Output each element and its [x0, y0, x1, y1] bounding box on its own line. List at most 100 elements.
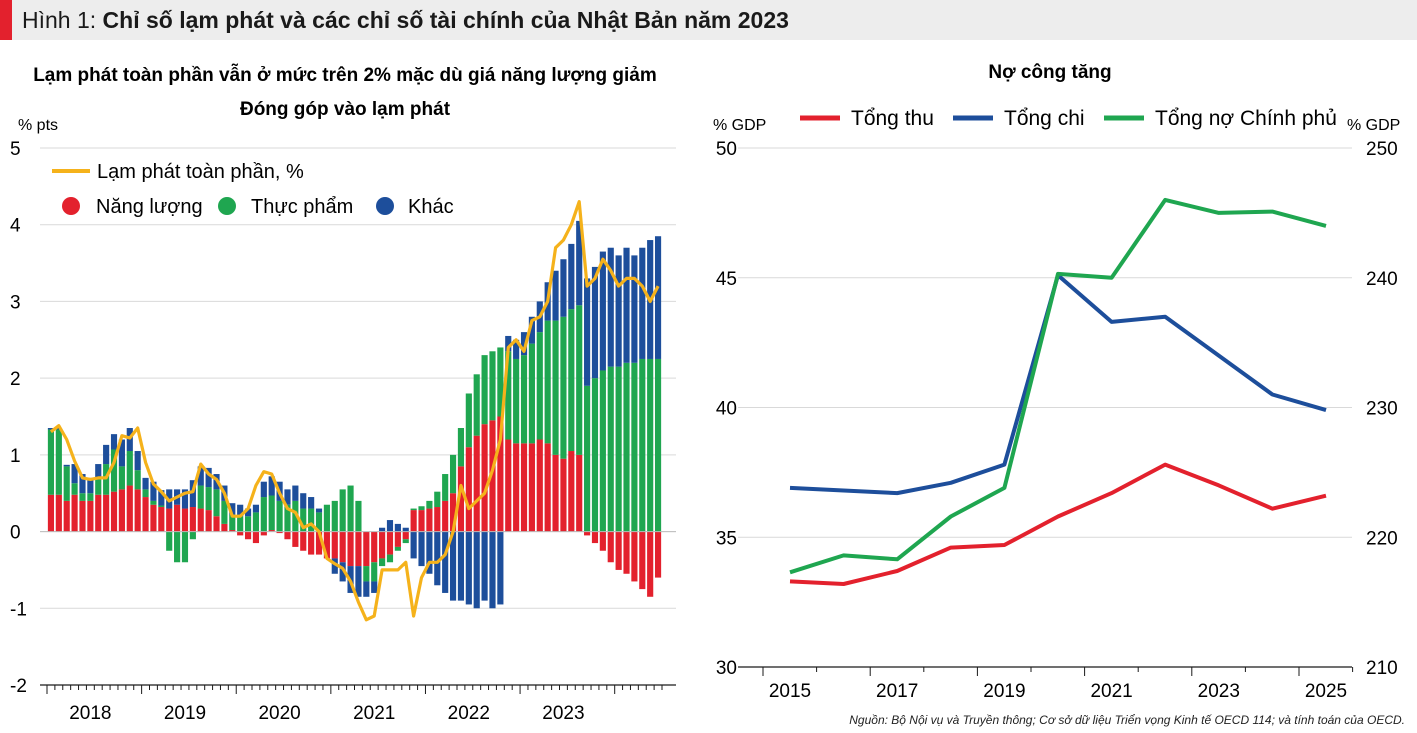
bar-food	[205, 487, 212, 511]
inflation-chart: Lạm phát toàn phần vẫn ở mức trên 2% mặc…	[10, 64, 676, 724]
bar-food	[426, 500, 433, 509]
bar-other	[371, 581, 378, 593]
bar-food	[150, 500, 157, 505]
bar-energy	[363, 531, 370, 567]
y-tick-label: 0	[10, 523, 21, 544]
debt-ticks: 50 250 45 240 40 230 35 220 30 210 2015 2017 2019 202…	[716, 139, 1398, 702]
right-y-tick-label: 250	[1366, 139, 1398, 160]
bar-energy	[426, 508, 433, 532]
bar-food	[497, 347, 504, 417]
y-tick-label: 4	[10, 216, 21, 237]
bar-other	[394, 523, 401, 532]
bar-food	[560, 316, 567, 459]
bar-other	[355, 566, 362, 597]
bar-food	[252, 512, 260, 532]
bar-energy	[189, 507, 196, 532]
bar-other	[520, 332, 528, 356]
bar-food	[355, 500, 362, 532]
bar-energy	[371, 531, 378, 563]
bar-energy	[631, 531, 638, 582]
bar-energy	[505, 439, 512, 532]
bar-food	[118, 466, 125, 490]
revenue-line	[789, 462, 1327, 586]
legend-other-label: Khác	[408, 196, 454, 218]
bar-other	[363, 581, 370, 597]
bar-other	[315, 508, 323, 513]
debt-legend: Tổng thu Tổng chi Tổng nợ Chính phủ	[800, 107, 1337, 130]
inflation-legend: Lạm phát toàn phần, % Năng lượng Thực ph…	[52, 161, 454, 218]
bar-energy	[166, 508, 173, 532]
bar-energy	[252, 531, 260, 544]
bar-energy	[434, 507, 441, 532]
legend-energy-label: Năng lượng	[96, 196, 203, 218]
bar-energy	[47, 494, 55, 532]
bar-energy	[134, 489, 141, 532]
bar-food	[315, 512, 323, 532]
y-tick-label: 1	[10, 446, 21, 467]
left-y-tick-label: 45	[716, 269, 737, 290]
bar-energy	[158, 507, 165, 532]
bar-food	[465, 393, 472, 448]
bar-energy	[260, 531, 267, 536]
bar-other	[110, 434, 118, 450]
bar-food	[292, 500, 299, 532]
bar-food	[79, 493, 86, 501]
bar-energy	[347, 531, 354, 567]
bar-food	[181, 531, 189, 563]
bar-energy	[87, 500, 94, 532]
bar-food	[631, 362, 638, 532]
bar-other	[434, 531, 441, 586]
bar-food	[442, 474, 449, 501]
bar-energy	[576, 454, 583, 532]
bar-other	[528, 316, 535, 344]
accent-bar	[0, 0, 12, 40]
bar-food	[95, 479, 102, 495]
figure-title-text: Chỉ số lạm phát và các chỉ số tài chính …	[102, 7, 789, 33]
bar-energy	[181, 508, 189, 532]
debt-grid	[738, 147, 1352, 668]
bar-food	[158, 505, 165, 508]
bar-food	[126, 451, 133, 486]
bar-energy	[284, 531, 291, 540]
bar-food	[221, 500, 228, 524]
bar-other	[268, 476, 275, 496]
left-y-tick-label: 30	[716, 658, 737, 679]
bar-food	[591, 378, 599, 532]
bar-food	[402, 539, 409, 544]
debt-lines	[789, 197, 1327, 586]
bar-food	[308, 508, 315, 532]
inflation-x-axis: 2018 2019 2020 2021 2022 2023	[40, 531, 676, 724]
bar-energy	[528, 443, 535, 532]
bar-food	[363, 566, 370, 582]
x-tick-label: 2015	[769, 681, 811, 702]
bar-other	[568, 243, 575, 310]
bar-energy	[355, 531, 362, 567]
right-y-tick-label: 210	[1366, 658, 1398, 679]
bar-energy	[386, 531, 394, 555]
bar-other	[189, 480, 196, 508]
bar-food	[260, 497, 267, 532]
inflation-y-axis-label: % pts	[18, 117, 58, 134]
bar-other	[576, 220, 583, 306]
bar-other	[331, 558, 338, 574]
bar-other	[584, 278, 591, 386]
bar-food	[174, 531, 181, 563]
x-tick-label: 2017	[876, 681, 918, 702]
bar-energy	[95, 494, 102, 532]
charts: Lạm phát toàn phần vẫn ở mức trên 2% mặc…	[10, 62, 1400, 724]
bar-food	[434, 491, 441, 508]
bar-other	[599, 251, 606, 371]
bar-energy	[118, 489, 125, 532]
legend-revenue-label: Tổng thu	[851, 107, 934, 130]
inflation-chart-title: Lạm phát toàn phần vẫn ở mức trên 2% mặc…	[33, 64, 657, 86]
bar-energy	[268, 530, 275, 532]
inflation-y-ticks: 5 4 3 2 1 0 -1 -2	[10, 139, 27, 697]
inflation-chart-subtitle: Đóng góp vào lạm phát	[240, 99, 451, 120]
bar-energy	[276, 531, 283, 534]
bar-energy	[520, 443, 528, 532]
bar-food	[197, 485, 204, 509]
bar-other	[654, 236, 662, 359]
x-tick-label: 2023	[1198, 681, 1240, 702]
bar-energy	[615, 531, 622, 570]
bar-energy	[607, 531, 614, 563]
